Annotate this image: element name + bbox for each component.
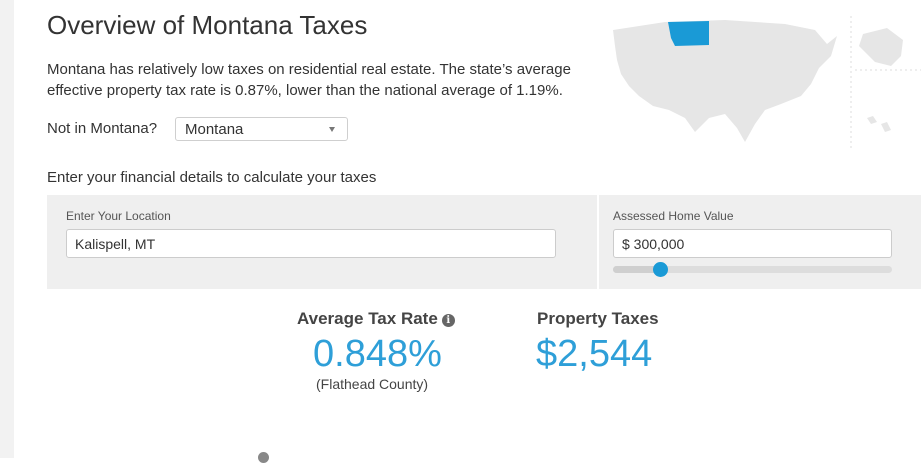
home-value-label: Assessed Home Value: [613, 209, 734, 223]
home-value-input[interactable]: [613, 229, 892, 258]
property-taxes-label: Property Taxes: [537, 309, 659, 328]
us-map[interactable]: [605, 10, 921, 150]
location-input[interactable]: [66, 229, 556, 258]
calculator-divider: [597, 195, 599, 289]
info-icon[interactable]: i: [441, 314, 455, 327]
home-value-slider-fill: [613, 266, 661, 273]
tax-rate-value: 0.848%: [313, 333, 442, 375]
tax-rate-county: (Flathead County): [316, 376, 429, 392]
home-value-slider[interactable]: [613, 262, 892, 277]
montana-state: [668, 21, 709, 46]
alaska-shape: [859, 28, 903, 66]
hawaii-shape: [867, 116, 891, 132]
page-title: Overview of Montana Taxes: [47, 10, 368, 40]
calculator-section-label: Enter your financial details to calculat…: [47, 169, 377, 186]
location-label: Enter Your Location: [66, 209, 171, 223]
us-map-mainland: [613, 20, 837, 142]
tax-rate-label: Average Tax Rate i: [297, 309, 455, 329]
left-gutter: [0, 0, 14, 458]
state-select-value: Montana: [185, 121, 244, 138]
home-value-slider-thumb[interactable]: [653, 262, 669, 277]
intro-text: Montana has relatively low taxes on resi…: [47, 61, 571, 99]
state-selector-label: Not in Montana?: [47, 120, 158, 137]
property-taxes-value: $2,544: [536, 333, 653, 375]
state-select[interactable]: Montana: [175, 117, 348, 141]
tax-rate-label-text: Average Tax Rate: [297, 309, 438, 328]
chevron-down-icon: [329, 127, 335, 132]
